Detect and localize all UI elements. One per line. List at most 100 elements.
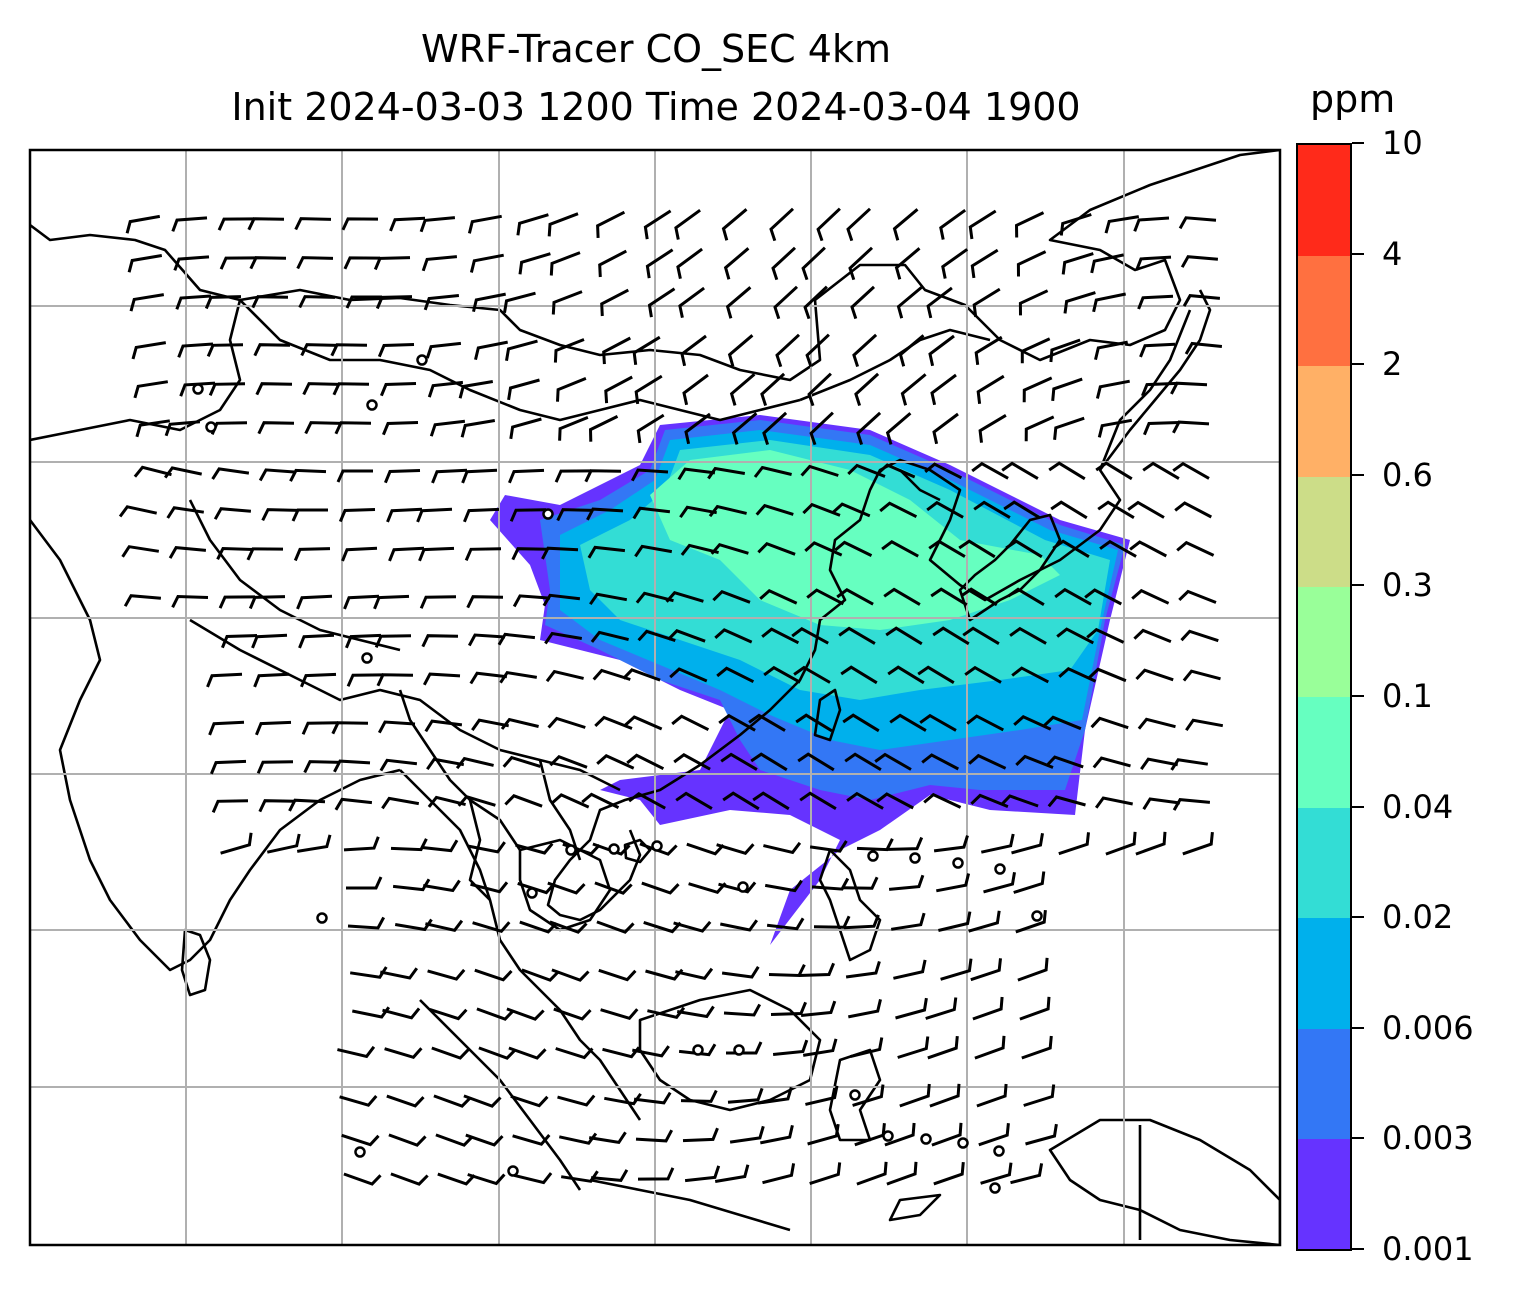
wind-barb: [630, 468, 669, 482]
wind-barb: [968, 209, 997, 240]
wind-barb: [928, 539, 966, 558]
wind-barb: [639, 842, 678, 856]
wind-barb: [667, 629, 706, 643]
wind-barb: [843, 914, 880, 930]
wind-barb: [885, 412, 912, 445]
wind-barb: [844, 752, 882, 771]
wind-barb: [710, 542, 749, 555]
wind-barb: [972, 287, 1001, 318]
calm-wind-marker: [416, 354, 428, 366]
wind-barb: [881, 540, 919, 558]
wind-barb: [298, 633, 335, 649]
wind-barb: [928, 334, 955, 367]
wind-barb: [341, 217, 379, 231]
wind-barb: [764, 879, 803, 893]
wind-barb: [547, 881, 586, 895]
wind-barb: [761, 627, 800, 645]
colorbar-tick-label: 0.1: [1382, 677, 1433, 715]
wind-barb: [1135, 255, 1172, 271]
wind-barb: [675, 791, 713, 810]
wind-barb: [760, 1124, 794, 1145]
wind-barb: [856, 1161, 888, 1186]
wind-barb: [1086, 627, 1125, 644]
wind-barb: [208, 382, 246, 396]
wind-barb: [932, 626, 970, 646]
wind-barb: [643, 209, 672, 240]
wind-barb: [163, 466, 203, 479]
wind-barb: [673, 920, 712, 933]
calm-wind-marker: [952, 857, 964, 869]
wind-barb: [509, 417, 542, 440]
wind-barb: [542, 593, 581, 607]
wind-barb: [463, 1094, 502, 1108]
wind-barb: [466, 595, 504, 609]
wind-barb: [802, 1038, 838, 1057]
wind-barb: [972, 996, 1004, 1021]
wind-barb: [807, 372, 832, 407]
wind-barb: [888, 874, 925, 891]
calm-wind-marker: [205, 421, 217, 433]
wind-barb: [210, 759, 247, 775]
colorbar-segment: [1298, 807, 1350, 919]
calm-wind-marker: [882, 1130, 894, 1142]
wind-barb: [1043, 715, 1082, 731]
calm-wind-marker: [994, 863, 1006, 875]
wind-barb: [596, 210, 626, 238]
wind-barb: [1000, 794, 1039, 808]
wind-barb: [547, 212, 579, 237]
wind-barb: [973, 500, 1011, 519]
wind-barb: [1176, 540, 1215, 557]
colorbar-tick-label: 0.3: [1382, 566, 1433, 605]
wind-barb: [772, 1039, 809, 1056]
wind-barb: [1024, 415, 1055, 442]
calm-wind-marker: [507, 1165, 519, 1177]
wind-barb: [806, 588, 844, 606]
coast-east-asia: [546, 309, 1192, 922]
wind-barb: [544, 631, 583, 645]
calm-wind-marker: [651, 840, 663, 852]
wind-barb: [558, 1132, 598, 1145]
wind-barb: [129, 293, 165, 312]
wind-barb: [1131, 588, 1170, 605]
calm-wind-markers: [192, 354, 1043, 1194]
wind-barb: [204, 295, 242, 310]
colorbar-segment: [1298, 145, 1350, 256]
wind-barb: [416, 507, 453, 523]
wind-barb: [720, 919, 759, 932]
wind-barb: [716, 843, 755, 856]
wind-barb: [645, 248, 674, 279]
wind-barb: [1092, 292, 1126, 313]
wind-barb: [334, 421, 372, 435]
wind-barb: [521, 968, 560, 982]
wind-barb: [298, 295, 336, 309]
wind-barb: [763, 665, 801, 684]
wind-barb: [675, 967, 714, 980]
wind-barb: [1019, 996, 1051, 1021]
wind-barb: [512, 594, 551, 608]
wind-barb: [634, 374, 663, 405]
wind-barb: [472, 292, 506, 313]
wind-barb: [164, 420, 201, 437]
wind-barb: [763, 841, 802, 855]
wind-barb: [976, 1083, 1008, 1108]
wind-barb: [773, 285, 799, 320]
wind-barb: [930, 373, 957, 406]
wind-barb: [300, 343, 338, 357]
wind-barb: [1052, 539, 1090, 558]
wind-barb: [257, 421, 295, 435]
wind-barb: [217, 217, 255, 231]
wind-barb: [846, 207, 872, 242]
wind-barb: [852, 333, 878, 368]
wind-barb: [1092, 756, 1131, 769]
colorbar-tick: [1352, 695, 1364, 697]
colorbar-tick: [1352, 473, 1364, 476]
wind-barb: [343, 1172, 382, 1186]
wind-barb: [748, 713, 786, 732]
border-se-asia-2: [468, 799, 491, 901]
wind-barb: [930, 587, 968, 607]
wind-barb: [850, 285, 876, 320]
wind-barb: [471, 718, 509, 731]
wind-barb: [173, 255, 210, 271]
wind-barb: [721, 966, 760, 979]
wind-barb: [647, 287, 676, 318]
